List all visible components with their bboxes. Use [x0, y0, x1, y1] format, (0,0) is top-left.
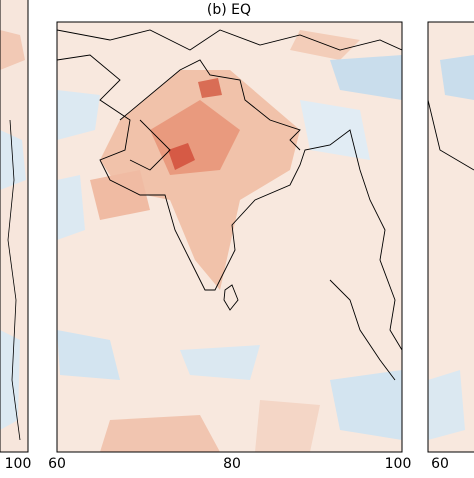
center-frame — [56, 21, 403, 453]
x-tick-label: 100 — [5, 456, 32, 472]
left-frame — [0, 0, 29, 453]
panel-title: (b) EQ — [207, 2, 251, 18]
center-map — [57, 22, 402, 452]
x-tick-label: 100 — [385, 456, 412, 472]
x-tick-label: 80 — [223, 456, 241, 472]
left-map — [0, 0, 28, 452]
x-tick-label: 60 — [48, 456, 66, 472]
right-frame — [427, 21, 474, 453]
right-map — [428, 22, 474, 452]
x-tick-label: 60 — [431, 456, 449, 472]
